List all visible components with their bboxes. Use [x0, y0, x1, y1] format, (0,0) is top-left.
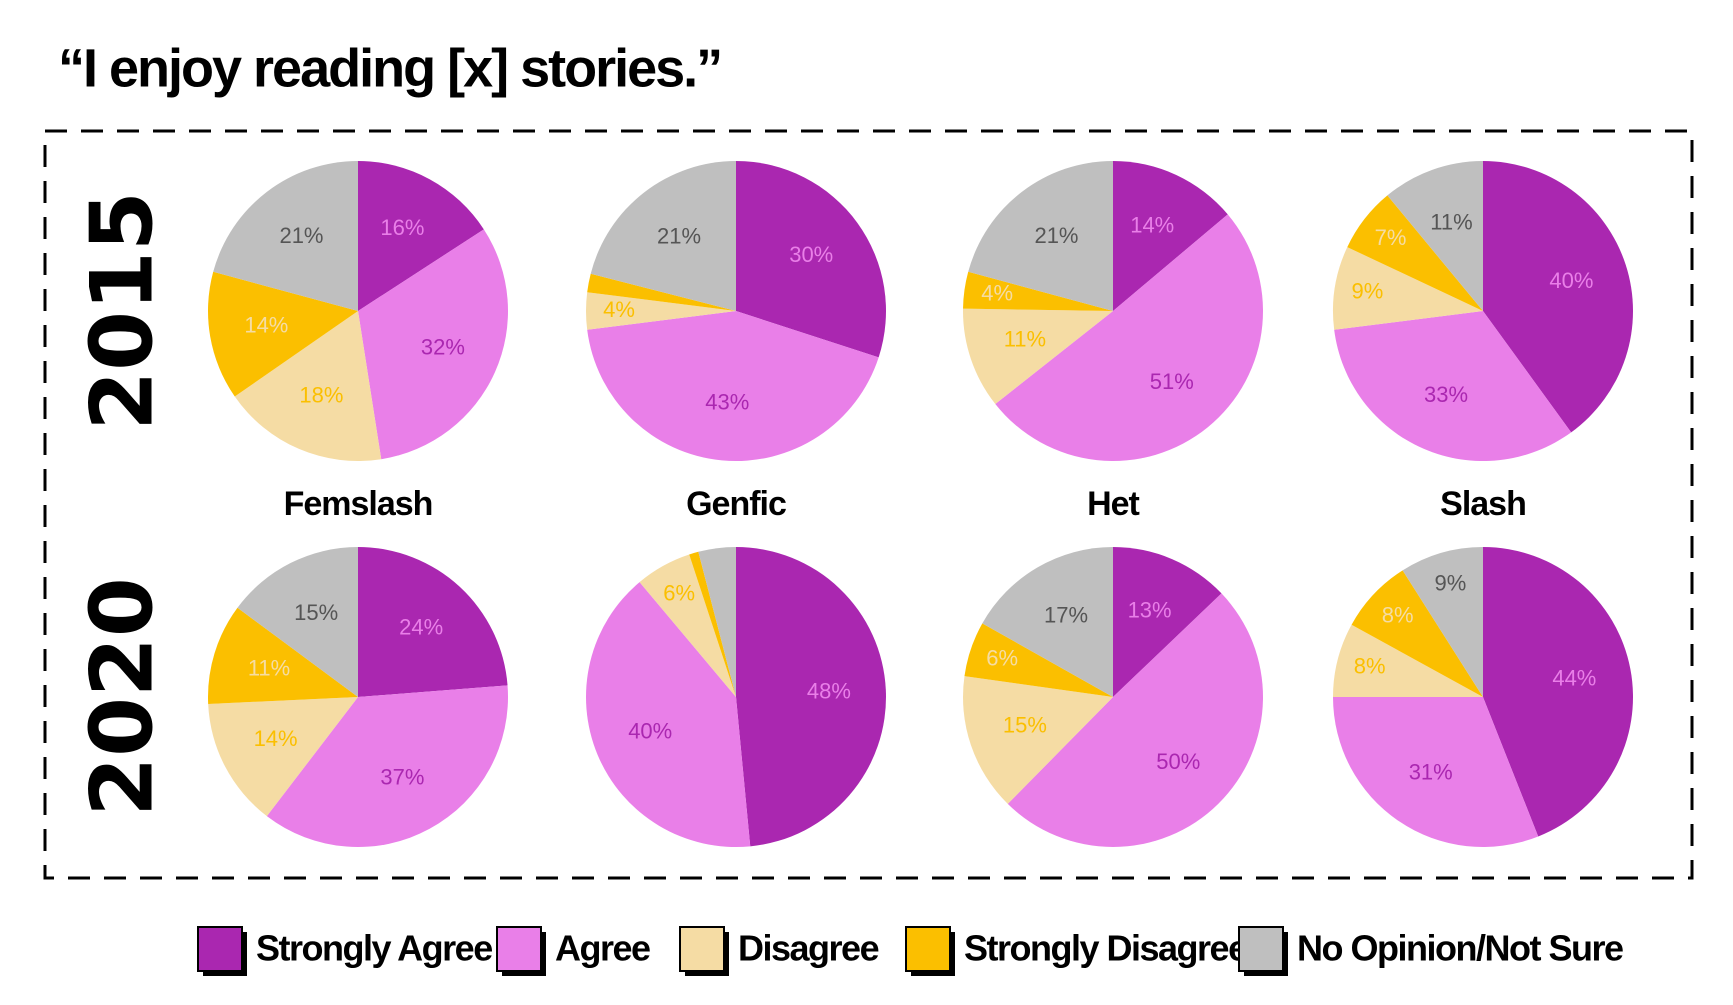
row-label: 2015	[72, 191, 172, 430]
pie-slice	[208, 607, 358, 704]
value-label: 48%	[807, 678, 851, 703]
pie-slice	[736, 546, 887, 847]
value-label: 15%	[1003, 713, 1047, 738]
value-label: 11%	[248, 656, 290, 681]
value-label: 6%	[986, 645, 1018, 670]
pie-slice	[1347, 195, 1483, 311]
legend-label: Strongly Agree	[256, 928, 492, 969]
pie-slice	[1113, 161, 1228, 311]
value-label: 40%	[1549, 268, 1593, 293]
value-label: 8%	[1354, 654, 1386, 679]
value-label: 4%	[981, 280, 1013, 305]
value-label: 16%	[380, 215, 424, 240]
value-label: 32%	[421, 335, 465, 360]
pie-slice	[266, 685, 508, 848]
pie-slice	[1007, 593, 1263, 847]
value-label: 6%	[663, 581, 695, 606]
legend-swatch	[679, 926, 725, 972]
pie-slice	[208, 697, 358, 817]
pie-slice	[1402, 547, 1483, 697]
value-label: 11%	[1004, 327, 1046, 352]
pie-slice	[1351, 570, 1483, 697]
value-label: 50%	[1156, 749, 1200, 774]
pie-slice	[586, 292, 736, 330]
pie-slice	[639, 554, 736, 697]
pie-slice	[1483, 547, 1633, 837]
legend-label: Agree	[555, 928, 650, 969]
legend-swatch	[197, 926, 243, 972]
column-label: Slash	[1440, 485, 1526, 523]
value-label: 37%	[380, 765, 424, 790]
value-label: 9%	[1352, 279, 1384, 304]
row-label: 2020	[72, 577, 172, 816]
frame	[43, 129, 1694, 880]
legend-label: Strongly Disagree	[964, 928, 1247, 969]
pie-slice	[1333, 247, 1483, 330]
pie-slice	[237, 547, 358, 697]
value-label: 4%	[603, 297, 635, 322]
pie-slice	[963, 271, 1113, 311]
value-label: 15%	[294, 600, 338, 625]
value-label: 14%	[1130, 212, 1174, 237]
value-label: 21%	[1034, 223, 1078, 248]
value-label: 11%	[1430, 209, 1472, 234]
value-label: 30%	[789, 242, 833, 267]
pie-slice	[963, 308, 1113, 405]
pie-slice	[587, 311, 879, 461]
value-label: 9%	[1434, 570, 1466, 595]
value-label: 40%	[628, 719, 672, 744]
pie-slice	[590, 161, 736, 311]
pie-slice	[1334, 311, 1572, 462]
pie-slice	[1483, 161, 1634, 433]
legend-swatch	[905, 926, 951, 972]
pie-slice	[358, 229, 509, 460]
value-label: 17%	[1044, 603, 1088, 628]
value-label: 8%	[1382, 603, 1414, 628]
pie-slice	[1333, 624, 1483, 697]
pie-slice	[1113, 547, 1222, 697]
legend-swatch	[496, 926, 542, 972]
column-label: Femslash	[284, 485, 433, 523]
value-label: 13%	[1128, 597, 1172, 622]
pie-slice	[995, 214, 1264, 462]
value-label: 43%	[705, 389, 749, 414]
column-label: Genfic	[686, 485, 786, 523]
pie-slice	[1387, 161, 1483, 311]
pie-slice	[587, 273, 736, 311]
pie-slice	[698, 547, 736, 697]
pie-slice	[982, 547, 1113, 697]
pie-slice	[963, 676, 1113, 804]
pie-slice	[213, 161, 358, 311]
legend-label: No Opinion/Not Sure	[1297, 928, 1623, 969]
chart-title: “I enjoy reading [x] stories.”	[58, 38, 721, 98]
value-label: 21%	[657, 223, 701, 248]
value-label: 18%	[299, 382, 343, 407]
pie-slice	[586, 582, 751, 847]
legend-swatch	[1238, 926, 1284, 972]
pie-slice	[964, 623, 1113, 697]
pie-slice	[234, 311, 382, 462]
pie-slice	[1333, 697, 1539, 847]
value-label: 31%	[1409, 760, 1453, 785]
pie-slice	[968, 161, 1113, 311]
value-label: 14%	[254, 726, 298, 751]
pie-slice	[208, 271, 358, 397]
value-label: 24%	[399, 615, 443, 640]
pie-slice	[736, 161, 887, 358]
value-label: 21%	[279, 223, 323, 248]
value-label: 51%	[1150, 369, 1194, 394]
value-label: 33%	[1424, 382, 1468, 407]
value-label: 14%	[244, 313, 288, 338]
pie-slice	[358, 547, 508, 697]
pie-slice	[689, 551, 736, 697]
legend-label: Disagree	[738, 928, 879, 969]
value-label: 7%	[1375, 225, 1407, 250]
value-label: 44%	[1552, 665, 1596, 690]
pie-slice	[358, 161, 484, 311]
column-label: Het	[1087, 485, 1139, 523]
